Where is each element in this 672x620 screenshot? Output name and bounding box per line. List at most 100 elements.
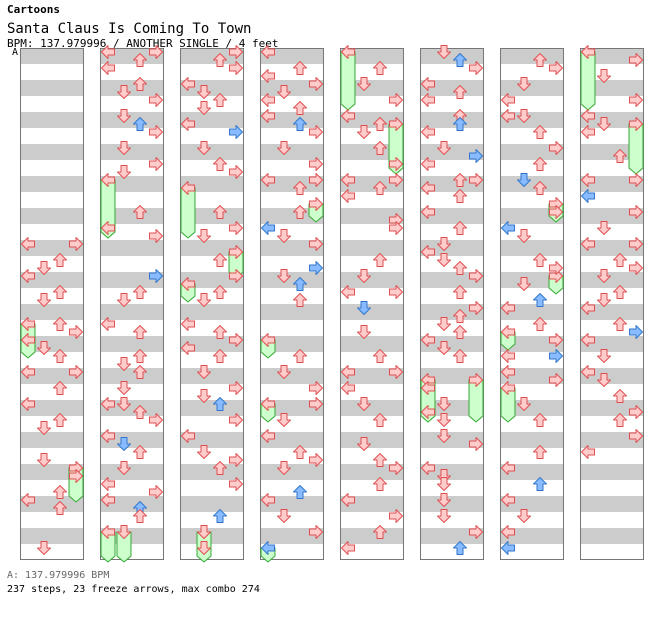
step-arrow-left	[341, 189, 355, 203]
step-arrow-left	[101, 45, 115, 59]
step-arrow-down	[437, 237, 451, 251]
step-arrow-left	[261, 429, 275, 443]
step-arrow-left	[581, 189, 595, 203]
step-arrow-down	[117, 357, 131, 371]
step-arrow-up	[133, 405, 147, 419]
step-arrow-up	[613, 149, 627, 163]
step-arrow-left	[421, 205, 435, 219]
step-arrow-right	[229, 453, 243, 467]
freeze-arrow	[100, 173, 116, 239]
section-marker: A	[12, 47, 19, 58]
step-arrow-up	[453, 189, 467, 203]
step-arrow-down	[437, 397, 451, 411]
step-arrow-left	[181, 317, 195, 331]
step-arrow-left	[21, 237, 35, 251]
step-arrow-left	[261, 493, 275, 507]
freeze-arrow	[340, 45, 356, 111]
step-arrow-down	[117, 397, 131, 411]
step-arrow-up	[213, 325, 227, 339]
step-arrow-down	[357, 269, 371, 283]
step-arrow-up	[373, 61, 387, 75]
step-arrow-up	[453, 117, 467, 131]
step-arrow-left	[501, 525, 515, 539]
step-arrow-up	[613, 253, 627, 267]
step-arrow-right	[629, 325, 643, 339]
step-arrow-up	[533, 157, 547, 171]
step-arrow-left	[581, 125, 595, 139]
step-arrow-left	[21, 333, 35, 347]
step-arrow-up	[293, 349, 307, 363]
step-arrow-up	[533, 445, 547, 459]
step-arrow-down	[117, 165, 131, 179]
step-arrow-up	[213, 349, 227, 363]
step-arrow-down	[517, 397, 531, 411]
step-arrow-up	[613, 285, 627, 299]
step-arrow-left	[181, 277, 195, 291]
step-arrow-left	[501, 93, 515, 107]
step-arrow-up	[373, 349, 387, 363]
step-arrow-down	[197, 389, 211, 403]
step-arrow-left	[341, 45, 355, 59]
step-arrow-right	[629, 117, 643, 131]
step-arrow-right	[149, 229, 163, 243]
step-arrow-down	[197, 229, 211, 243]
step-arrow-up	[533, 53, 547, 67]
freeze-arrow	[116, 525, 132, 563]
step-arrow-up	[293, 293, 307, 307]
step-arrow-right	[629, 205, 643, 219]
step-arrow-left	[261, 397, 275, 411]
step-arrow-down	[277, 141, 291, 155]
step-arrow-up	[613, 317, 627, 331]
step-arrow-down	[597, 349, 611, 363]
step-arrow-left	[341, 109, 355, 123]
freeze-arrow	[260, 541, 276, 563]
step-arrow-left	[101, 61, 115, 75]
step-arrow-right	[149, 93, 163, 107]
step-arrow-right	[469, 437, 483, 451]
step-arrow-up	[133, 445, 147, 459]
step-arrow-right	[229, 381, 243, 395]
step-arrow-down	[437, 341, 451, 355]
step-arrow-up	[53, 253, 67, 267]
step-arrow-left	[261, 221, 275, 235]
step-arrow-up	[53, 317, 67, 331]
step-arrow-right	[149, 125, 163, 139]
step-arrow-left	[421, 181, 435, 195]
chart-column	[420, 48, 484, 560]
step-arrow-down	[197, 525, 211, 539]
step-arrow-down	[117, 109, 131, 123]
step-arrow-left	[501, 493, 515, 507]
step-arrow-down	[437, 45, 451, 59]
step-arrow-right	[549, 261, 563, 275]
step-arrow-up	[533, 293, 547, 307]
step-arrow-left	[501, 365, 515, 379]
step-arrow-right	[309, 125, 323, 139]
step-arrow-right	[229, 333, 243, 347]
freeze-arrow	[180, 277, 196, 303]
step-arrow-left	[101, 477, 115, 491]
step-arrow-left	[21, 397, 35, 411]
step-arrow-right	[229, 45, 243, 59]
step-arrow-up	[293, 181, 307, 195]
step-arrow-up	[453, 173, 467, 187]
step-arrow-up	[293, 101, 307, 115]
step-arrow-right	[549, 349, 563, 363]
step-arrow-up	[453, 541, 467, 555]
step-arrow-left	[101, 493, 115, 507]
step-arrow-up	[453, 309, 467, 323]
chart-column	[580, 48, 644, 560]
chart-column	[180, 48, 244, 560]
step-arrow-down	[117, 381, 131, 395]
step-arrow-left	[501, 349, 515, 363]
step-arrow-right	[549, 61, 563, 75]
step-arrow-down	[277, 509, 291, 523]
step-arrow-left	[501, 301, 515, 315]
freeze-arrow	[228, 245, 244, 279]
step-arrow-right	[149, 485, 163, 499]
step-arrow-down	[597, 117, 611, 131]
step-arrow-up	[53, 485, 67, 499]
step-arrow-down	[357, 437, 371, 451]
step-arrow-right	[389, 157, 403, 171]
step-arrow-down	[277, 365, 291, 379]
